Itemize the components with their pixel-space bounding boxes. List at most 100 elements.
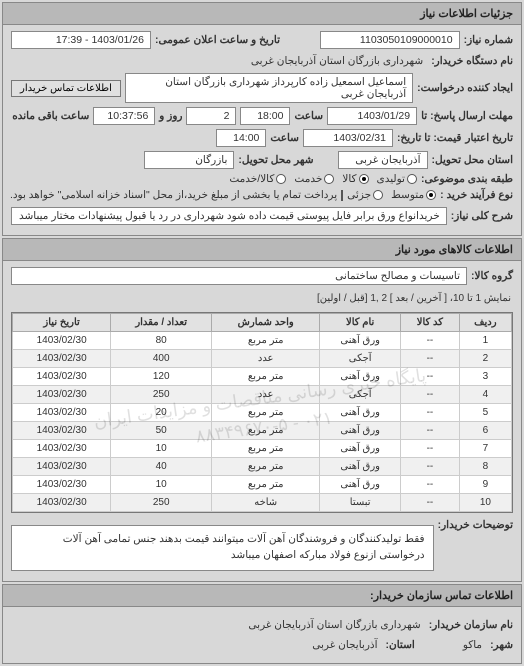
- table-row[interactable]: 10--تبستاشاخه2501403/02/30: [13, 494, 512, 512]
- price-label1: تاریخ اعتبار: [465, 132, 513, 144]
- table-row[interactable]: 9--ورق آهنیمتر مربع101403/02/30: [13, 476, 512, 494]
- radio-label: تولیدی: [377, 173, 405, 185]
- table-row[interactable]: 1--ورق آهنیمتر مربع801403/02/30: [13, 332, 512, 350]
- table-cell: --: [401, 350, 460, 368]
- goods-panel: اطلاعات کالاهای مورد نیاز گروه کالا: تاس…: [2, 238, 522, 582]
- category-radio-2[interactable]: خدمت: [294, 173, 334, 185]
- radio-circle-icon[interactable]: [276, 174, 286, 184]
- table-cell: 10: [111, 440, 212, 458]
- goods-table: ردیفکد کالانام کالاواحد شمارشتعداد / مقد…: [12, 313, 512, 512]
- table-row[interactable]: 8--ورق آهنیمتر مربع401403/02/30: [13, 458, 512, 476]
- table-cell: عدد: [212, 386, 320, 404]
- table-cell: 8: [459, 458, 511, 476]
- radio-circle-icon[interactable]: [426, 190, 436, 200]
- deadline-remain: 10:37:56: [93, 107, 155, 125]
- delivery-province-value: آذربایجان غربی: [338, 151, 428, 169]
- category-radio-1[interactable]: کالا: [342, 173, 368, 185]
- price-time: 14:00: [216, 129, 266, 147]
- pager[interactable]: نمایش 1 تا 10، [ آخرین / بعد ] 2 ,1 [قبل…: [11, 289, 513, 308]
- table-cell: 10: [111, 476, 212, 494]
- table-row[interactable]: 7--ورق آهنیمتر مربع101403/02/30: [13, 440, 512, 458]
- treasury-checkbox[interactable]: [341, 190, 343, 201]
- request-no-label: شماره نیاز:: [464, 34, 513, 46]
- table-row[interactable]: 3--ورق آهنیمتر مربع1201403/02/30: [13, 368, 512, 386]
- footer-city-value: ماکو: [459, 637, 486, 653]
- table-cell: ورق آهنی: [320, 458, 401, 476]
- deadline-remain-label: ساعت باقی مانده: [12, 110, 89, 122]
- radio-label: متوسط: [391, 189, 424, 201]
- table-cell: آجکی: [320, 386, 401, 404]
- table-cell: --: [401, 458, 460, 476]
- table-cell: 1403/02/30: [13, 422, 111, 440]
- radio-circle-icon[interactable]: [407, 174, 417, 184]
- buyer-note-label: توضیحات خریدار:: [438, 519, 513, 531]
- requester-value: اسماعیل اسمعیل زاده کارپرداز شهرداری باز…: [125, 73, 413, 103]
- buyer-name-label: نام دستگاه خریدار:: [431, 55, 513, 67]
- table-cell: 1403/02/30: [13, 368, 111, 386]
- payment-radio-group: متوسط جزئی: [347, 189, 436, 201]
- contact-body: نام سازمان خریدار: شهرداری بازرگان استان…: [3, 611, 521, 663]
- table-cell: متر مربع: [212, 368, 320, 386]
- announce-label: تاریخ و ساعت اعلان عمومی:: [155, 34, 280, 46]
- category-radio-group: تولیدی کالا خدمت کالا/خدمت: [229, 173, 417, 185]
- group-label: گروه کالا:: [471, 270, 513, 282]
- table-cell: ورق آهنی: [320, 368, 401, 386]
- category-radio-3[interactable]: کالا/خدمت: [229, 173, 286, 185]
- deadline-date: 1403/01/29: [327, 107, 417, 125]
- table-cell: تبستا: [320, 494, 401, 512]
- radio-circle-icon[interactable]: [373, 190, 383, 200]
- radio-label: خدمت: [294, 173, 322, 185]
- need-info-body: شماره نیاز: 1103050109000010 تاریخ و ساع…: [3, 25, 521, 235]
- table-cell: 1403/02/30: [13, 440, 111, 458]
- category-radio-0[interactable]: تولیدی: [377, 173, 417, 185]
- table-cell: ورق آهنی: [320, 476, 401, 494]
- contact-buyer-button[interactable]: اطلاعات تماس خریدار: [11, 80, 121, 97]
- table-header-cell: تاریخ نیاز: [13, 314, 111, 332]
- table-cell: 400: [111, 350, 212, 368]
- deadline-days: 2: [186, 107, 236, 125]
- table-cell: شاخه: [212, 494, 320, 512]
- table-cell: 2: [459, 350, 511, 368]
- table-cell: 1403/02/30: [13, 332, 111, 350]
- table-row[interactable]: 6--ورق آهنیمتر مربع501403/02/30: [13, 422, 512, 440]
- radio-label: کالا: [342, 173, 356, 185]
- goods-body: گروه کالا: تاسیسات و مصالح ساختمانی نمای…: [3, 261, 521, 581]
- table-cell: 80: [111, 332, 212, 350]
- category-label: طبقه بندی موضوعی:: [421, 173, 513, 185]
- table-cell: --: [401, 332, 460, 350]
- payment-label: نوع فرآیند خرید :: [440, 189, 513, 201]
- table-cell: 4: [459, 386, 511, 404]
- table-row[interactable]: 4--آجکیعدد2501403/02/30: [13, 386, 512, 404]
- table-cell: 250: [111, 494, 212, 512]
- table-cell: --: [401, 404, 460, 422]
- table-cell: 1403/02/30: [13, 494, 111, 512]
- table-cell: متر مربع: [212, 332, 320, 350]
- need-desc-value: خریدانواع ورق برابر فایل پیوستی قیمت داد…: [11, 207, 447, 225]
- delivery-province-label: استان محل تحویل:: [432, 154, 513, 166]
- payment-radio-0[interactable]: متوسط: [391, 189, 436, 201]
- request-no-value: 1103050109000010: [320, 31, 460, 49]
- table-cell: 1403/02/30: [13, 404, 111, 422]
- table-cell: آجکی: [320, 350, 401, 368]
- price-date: 1403/02/31: [303, 129, 393, 147]
- footer-province-value: آذربایجان غربی: [308, 637, 381, 653]
- announce-value: 1403/01/26 - 17:39: [11, 31, 151, 49]
- table-row[interactable]: 5--ورق آهنیمتر مربع201403/02/30: [13, 404, 512, 422]
- buyer-name-value: شهرداری بازرگان استان آذربایجان غربی: [247, 53, 427, 69]
- table-row[interactable]: 2--آجکیعدد4001403/02/30: [13, 350, 512, 368]
- need-info-panel: جزئیات اطلاعات نیاز شماره نیاز: 11030501…: [2, 2, 522, 236]
- table-cell: متر مربع: [212, 458, 320, 476]
- delivery-city-label: شهر محل تحویل:: [238, 154, 313, 166]
- table-cell: 40: [111, 458, 212, 476]
- deadline-label1: مهلت ارسال پاسخ: تا: [421, 110, 513, 122]
- table-cell: --: [401, 440, 460, 458]
- table-cell: 250: [111, 386, 212, 404]
- payment-radio-1[interactable]: جزئی: [347, 189, 383, 201]
- table-cell: 7: [459, 440, 511, 458]
- radio-circle-icon[interactable]: [359, 174, 369, 184]
- contact-header: اطلاعات تماس سازمان خریدار:: [3, 585, 521, 607]
- table-cell: متر مربع: [212, 476, 320, 494]
- table-cell: 1: [459, 332, 511, 350]
- radio-circle-icon[interactable]: [324, 174, 334, 184]
- org-value: شهرداری بازرگان استان آذربایجان غربی: [244, 617, 424, 633]
